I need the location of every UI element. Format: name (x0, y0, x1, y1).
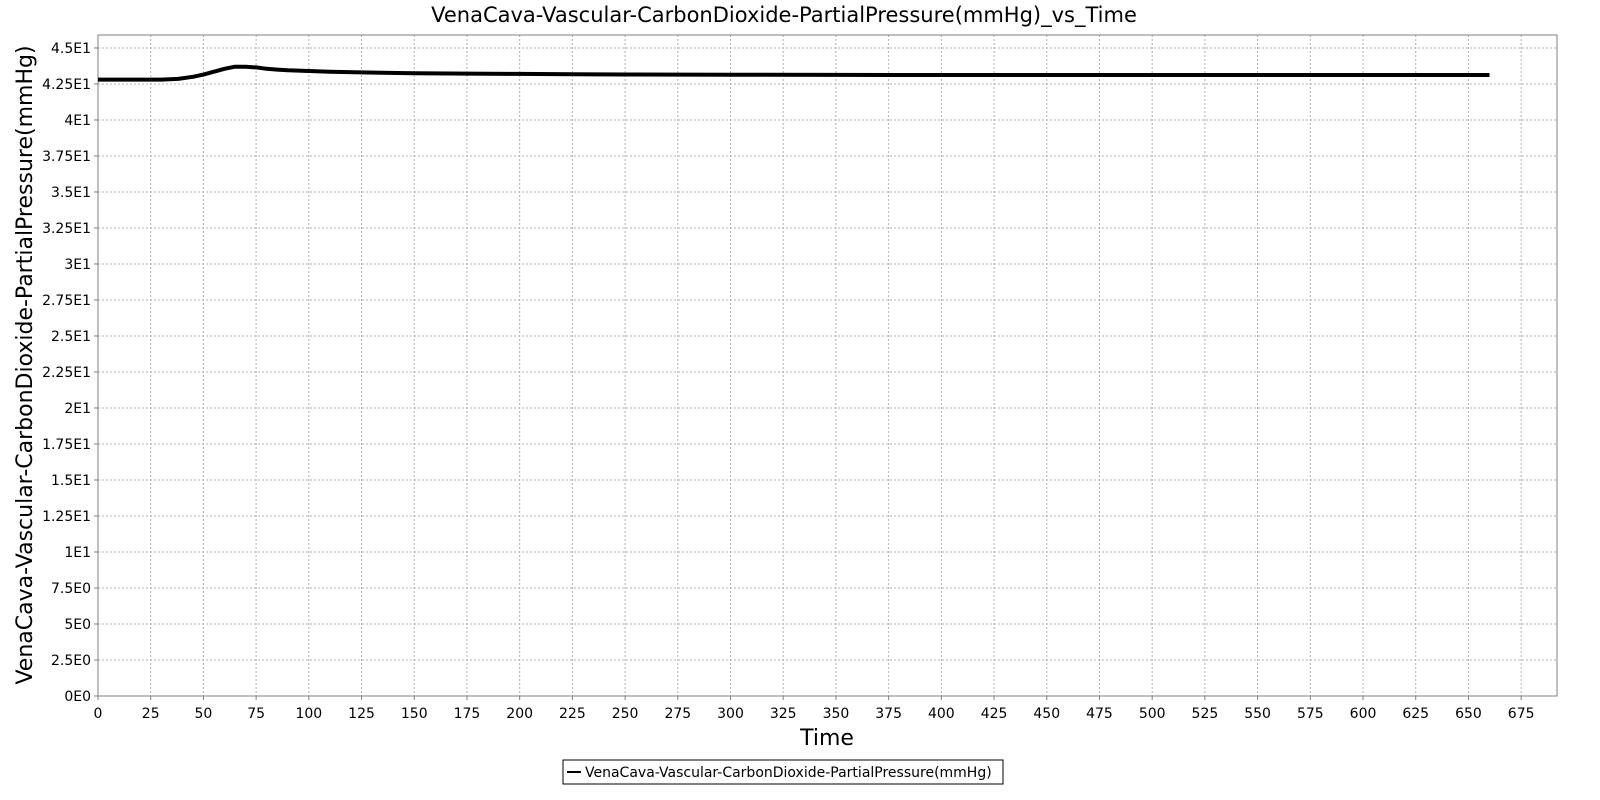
y-tick-label: 5E0 (64, 617, 91, 633)
x-tick-label: 100 (295, 706, 322, 722)
x-axis-title: Time (799, 726, 854, 751)
x-axis-ticks: 0 25 50 75 100 125 150 175 200 225 250 275 300 325 350… (94, 696, 1535, 722)
x-tick-label: 225 (559, 706, 586, 722)
x-tick-label: 425 (981, 706, 1008, 722)
y-tick-label: 3.25E1 (42, 221, 91, 237)
x-tick-label: 150 (401, 706, 428, 722)
y-tick-label: 4.5E1 (51, 41, 91, 57)
x-tick-label: 625 (1402, 706, 1429, 722)
x-tick-label: 525 (1192, 706, 1219, 722)
x-tick-label: 400 (928, 706, 955, 722)
y-tick-label: 2.75E1 (42, 293, 91, 309)
x-tick-label: 200 (506, 706, 533, 722)
x-tick-label: 50 (195, 706, 213, 722)
x-tick-label: 325 (770, 706, 797, 722)
y-tick-label: 1.5E1 (51, 473, 91, 489)
y-tick-label: 2.25E1 (42, 365, 91, 381)
y-tick-label: 0E0 (64, 689, 91, 705)
chart-title: VenaCava-Vascular-CarbonDioxide-PartialP… (431, 3, 1137, 28)
x-tick-label: 450 (1033, 706, 1060, 722)
x-tick-label: 375 (875, 706, 902, 722)
x-tick-label: 475 (1086, 706, 1113, 722)
y-tick-label: 4E1 (64, 113, 91, 129)
x-tick-label: 650 (1455, 706, 1482, 722)
y-tick-label: 1E1 (64, 545, 91, 561)
x-tick-label: 550 (1244, 706, 1271, 722)
x-tick-label: 675 (1508, 706, 1535, 722)
x-tick-label: 275 (664, 706, 691, 722)
legend: VenaCava-Vascular-CarbonDioxide-PartialP… (562, 759, 1004, 785)
x-tick-label: 575 (1297, 706, 1324, 722)
series-group (98, 64, 1490, 82)
legend-label: VenaCava-Vascular-CarbonDioxide-PartialP… (585, 765, 992, 781)
y-tick-label: 3.75E1 (42, 149, 91, 165)
x-tick-label: 175 (454, 706, 481, 722)
x-tick-label: 600 (1350, 706, 1377, 722)
x-tick-label: 25 (142, 706, 160, 722)
x-tick-label: 75 (247, 706, 265, 722)
x-tick-label: 350 (823, 706, 850, 722)
y-tick-label: 3E1 (64, 257, 91, 273)
y-tick-label: 2E1 (64, 401, 91, 417)
y-tick-label: 2.5E0 (51, 653, 91, 669)
y-tick-label: 3.5E1 (51, 185, 91, 201)
plot-area (97, 34, 1558, 697)
legend-box (562, 759, 1004, 785)
x-tick-label: 125 (348, 706, 375, 722)
x-tick-label: 250 (612, 706, 639, 722)
y-tick-label: 7.5E0 (51, 581, 91, 597)
x-tick-label: 500 (1139, 706, 1166, 722)
x-tick-label: 0 (94, 706, 103, 722)
y-tick-label: 2.5E1 (51, 329, 91, 345)
y-axis-title: VenaCava-Vascular-CarbonDioxide-PartialP… (13, 45, 38, 684)
x-tick-label: 300 (717, 706, 744, 722)
y-tick-label: 4.25E1 (42, 77, 91, 93)
y-tick-label: 1.25E1 (42, 509, 91, 525)
series-line (98, 64, 1490, 82)
y-axis-ticks: 0E0 2.5E0 5E0 7.5E0 1E1 1.25E1 1.5E1 1.75E1 2E1 2… (42, 41, 98, 705)
y-tick-label: 1.75E1 (42, 437, 91, 453)
